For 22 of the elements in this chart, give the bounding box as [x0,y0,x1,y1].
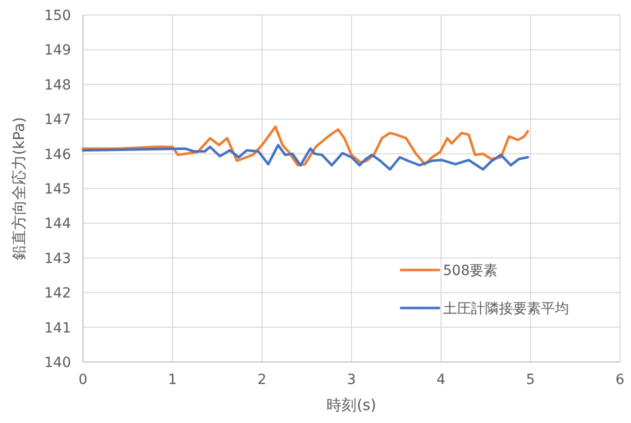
x-tick-label: 3 [347,372,356,388]
y-tick-label: 143 [44,250,71,267]
y-tick-label: 141 [44,320,71,336]
y-tick-label: 149 [44,42,71,59]
y-tick-label: 146 [44,146,72,163]
y-tick-label: 144 [44,216,72,232]
y-tick-label: 142 [44,286,71,302]
x-tick-label: 4 [436,372,446,388]
legend-label: 508要素 [443,263,498,279]
x-tick-label: 2 [258,372,266,388]
x-axis-title: 時刻(s) [326,396,376,414]
y-tick-label: 150 [44,8,71,24]
x-tick-label: 1 [168,372,177,388]
y-axis-title: 鉛直方向全応力(kPa) [10,117,28,260]
x-tick-label: 6 [616,372,625,388]
y-tick-label: 148 [44,77,71,94]
x-tick-label: 5 [526,372,535,388]
x-tick-label: 0 [78,372,88,388]
legend-label: 土圧計隣接要素平均 [443,301,569,317]
y-tick-label: 145 [44,182,71,198]
y-tick-label: 147 [44,112,71,128]
y-tick-label: 140 [44,355,71,371]
